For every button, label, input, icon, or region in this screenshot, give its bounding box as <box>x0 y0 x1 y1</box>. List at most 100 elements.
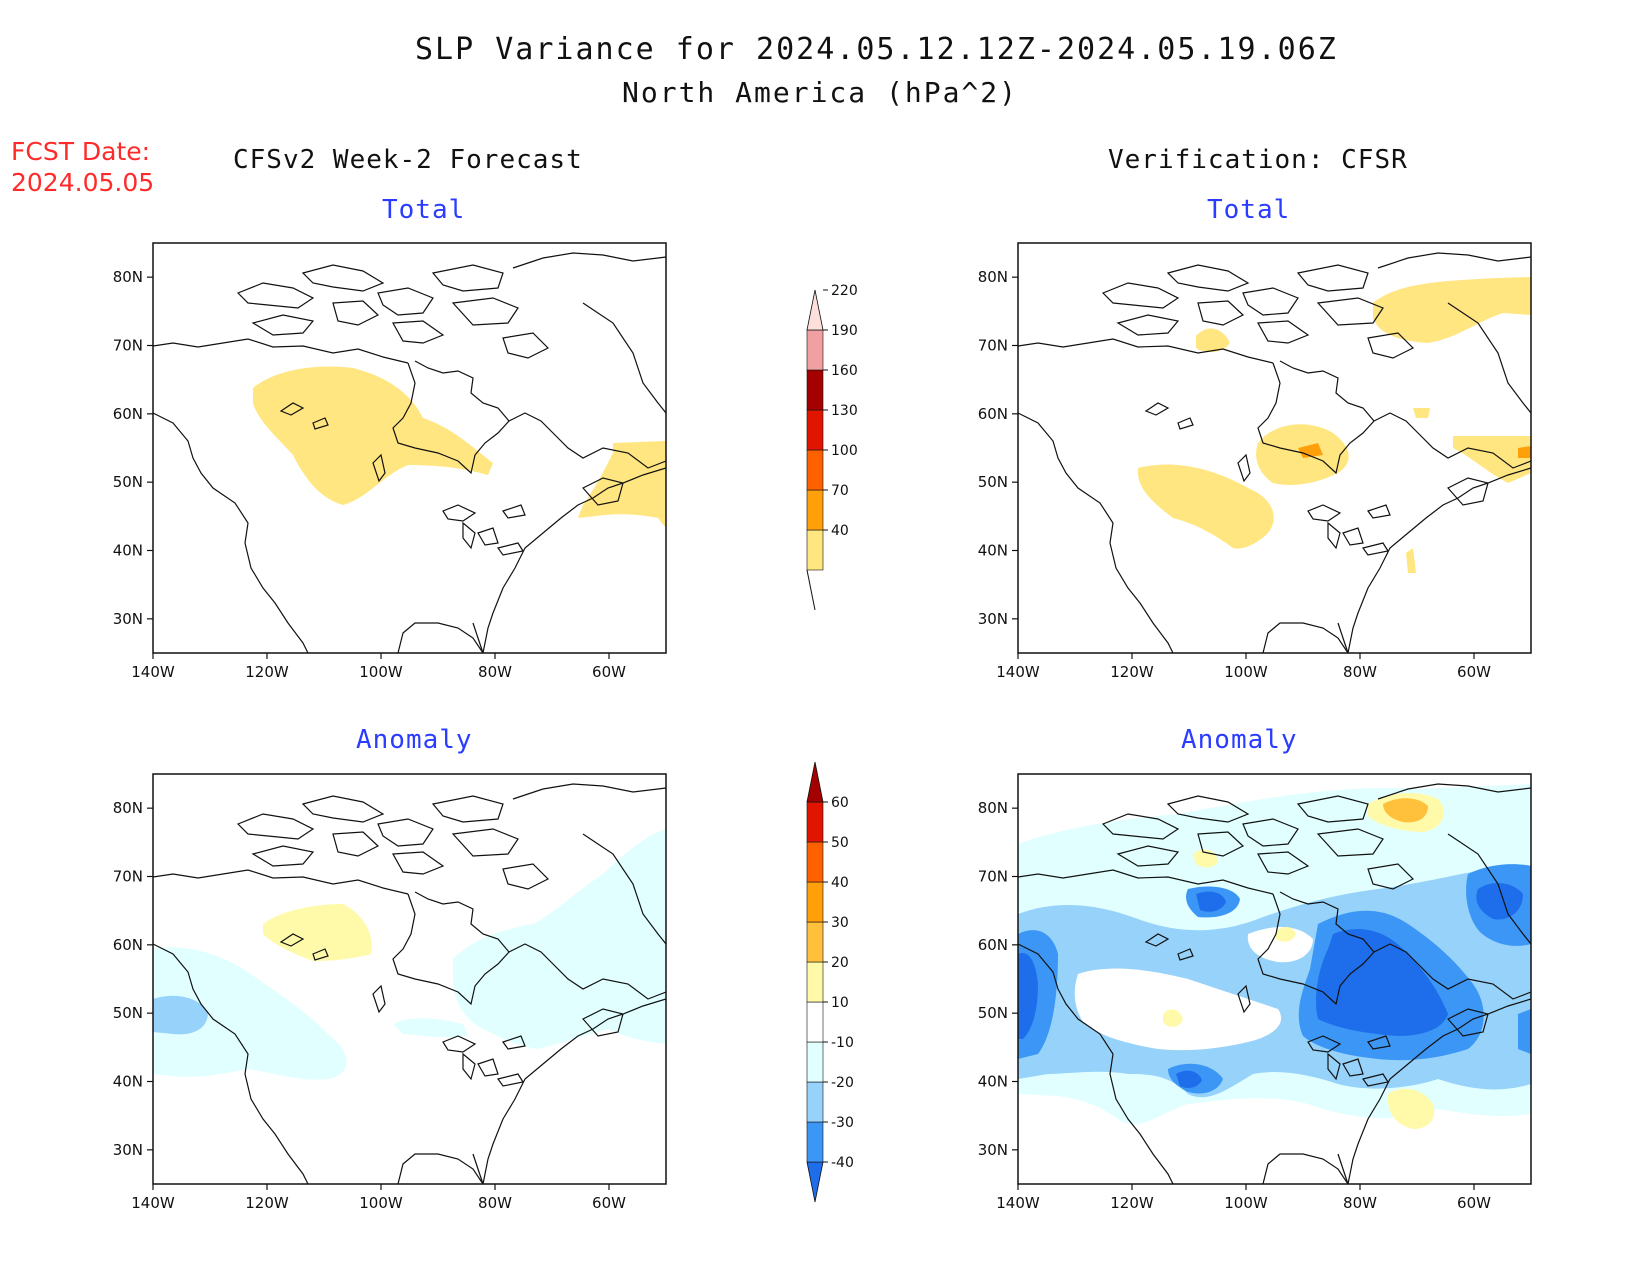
lat-tick-label: 80N <box>978 268 1008 286</box>
map-frame <box>152 773 667 1185</box>
axis-layer: 80N 70N 60N 50N 40N 30N 140W 120W 100W 80W 60W 80N 7… <box>113 268 1491 1212</box>
colorbar-box <box>806 489 824 531</box>
lon-tick-label: 140W <box>131 1194 175 1212</box>
colorbar-tail <box>806 569 816 611</box>
main-title: SLP Variance for 2024.05.12.12Z-2024.05.… <box>415 32 1338 67</box>
lon-tick-label: 60W <box>1457 1194 1491 1212</box>
colorbar-box <box>806 1081 824 1123</box>
colorbar-box <box>806 449 824 491</box>
lon-tick-label: 140W <box>996 1194 1040 1212</box>
anomaly-contour-region <box>153 995 208 1035</box>
colorbar-label: 220 <box>831 283 858 299</box>
lon-tick-label: 120W <box>245 663 289 681</box>
colorbar-label: -20 <box>831 1075 854 1091</box>
colorbar-label: 20 <box>831 955 849 971</box>
lat-tick-label: 80N <box>113 799 143 817</box>
lat-tick-label: 70N <box>978 337 1008 355</box>
lon-tick-label: 60W <box>592 663 626 681</box>
colorbar-anomaly: -40 -30 -20 -10 10 20 30 40 50 60 <box>806 761 854 1203</box>
colorbar-box <box>806 1121 824 1163</box>
colorbar-label: 40 <box>831 523 849 539</box>
panel-title-anomaly-verification: Anomaly <box>1181 725 1298 755</box>
colorbar-label: 100 <box>831 443 858 459</box>
colorbar-label: 40 <box>831 875 849 891</box>
anomaly-contour-region <box>1387 1088 1435 1129</box>
lon-tick-label: 60W <box>592 1194 626 1212</box>
anomaly-contour-region <box>1176 1070 1202 1088</box>
total-contour-region <box>1518 446 1531 458</box>
anomaly-contour-region <box>453 829 666 1049</box>
lat-tick-label: 50N <box>978 473 1008 491</box>
anomaly-contour-region <box>1383 798 1428 823</box>
colorbar-box <box>806 409 824 451</box>
lon-tick-label: 100W <box>359 1194 403 1212</box>
column-title-verification: Verification: CFSR <box>1108 145 1408 175</box>
lon-tick-label: 120W <box>1110 1194 1154 1212</box>
colorbar-label: -10 <box>831 1035 854 1051</box>
lat-tick-label: 40N <box>978 542 1008 560</box>
panel-title-total-verification: Total <box>1207 195 1291 225</box>
colorbar-box <box>806 801 824 843</box>
colorbar-box <box>806 329 824 371</box>
lat-tick-label: 40N <box>978 1073 1008 1091</box>
lat-tick-label: 30N <box>113 1141 143 1159</box>
colorbar-label: 50 <box>831 835 849 851</box>
colorbar-box <box>806 529 824 571</box>
anomaly-contour-region <box>393 1018 468 1038</box>
colorbar-label: -30 <box>831 1115 854 1131</box>
colorbar-label: 160 <box>831 363 858 379</box>
lat-tick-label: 40N <box>113 1073 143 1091</box>
anomaly-contour-region <box>153 947 347 1080</box>
anomaly-contour-region <box>1196 891 1226 912</box>
lat-tick-label: 60N <box>978 936 1008 954</box>
map-panel-verification-total <box>1017 242 1532 654</box>
lat-tick-label: 70N <box>113 337 143 355</box>
total-contour-region <box>253 366 493 505</box>
map-frame <box>1017 773 1532 1185</box>
lat-tick-label: 30N <box>978 610 1008 628</box>
lat-tick-label: 80N <box>978 799 1008 817</box>
lat-tick-label: 50N <box>113 1004 143 1022</box>
colorbar-box <box>806 1001 824 1043</box>
anomaly-contour-region <box>1018 953 1038 1039</box>
lon-tick-label: 120W <box>245 1194 289 1212</box>
colorbar-cap <box>806 1161 824 1203</box>
colorbar-total: 40 70 100 130 160 190 220 <box>806 283 858 611</box>
lat-tick-label: 40N <box>113 542 143 560</box>
column-title-forecast: CFSv2 Week-2 Forecast <box>233 145 583 175</box>
panel-title-total-forecast: Total <box>382 195 466 225</box>
panel-title-anomaly-forecast: Anomaly <box>356 725 473 755</box>
total-contour-region <box>1137 464 1274 549</box>
lat-tick-label: 30N <box>978 1141 1008 1159</box>
colorbar-label: 30 <box>831 915 849 931</box>
lat-tick-label: 30N <box>113 610 143 628</box>
anomaly-contour-region <box>1476 882 1523 920</box>
map-panel-forecast-total <box>152 242 667 654</box>
colorbar-box <box>806 961 824 1003</box>
colorbar-label: 70 <box>831 483 849 499</box>
colorbar-box <box>806 881 824 923</box>
lat-tick-label: 60N <box>113 936 143 954</box>
total-contour-region <box>1196 328 1230 353</box>
map-frame <box>152 242 667 654</box>
lon-tick-label: 140W <box>131 663 175 681</box>
colorbar-box <box>806 841 824 883</box>
total-contour-region <box>1373 277 1531 343</box>
lat-tick-label: 50N <box>978 1004 1008 1022</box>
lat-tick-label: 70N <box>113 868 143 886</box>
lon-tick-label: 140W <box>996 663 1040 681</box>
colorbar-label: 60 <box>831 795 849 811</box>
lat-tick-label: 60N <box>978 405 1008 423</box>
lon-tick-label: 100W <box>1224 1194 1268 1212</box>
map-panel-forecast-anomaly <box>152 773 667 1185</box>
colorbar-label: 10 <box>831 995 849 1011</box>
colorbar-cap <box>806 761 824 803</box>
lat-tick-label: 80N <box>113 268 143 286</box>
colorbar-label: 190 <box>831 323 858 339</box>
total-contour-region <box>1413 408 1430 418</box>
lon-tick-label: 80W <box>1343 663 1377 681</box>
fcst-date-value: 2024.05.05 <box>11 168 155 197</box>
colorbar-cap <box>806 289 824 331</box>
colorbar-box <box>806 1041 824 1083</box>
